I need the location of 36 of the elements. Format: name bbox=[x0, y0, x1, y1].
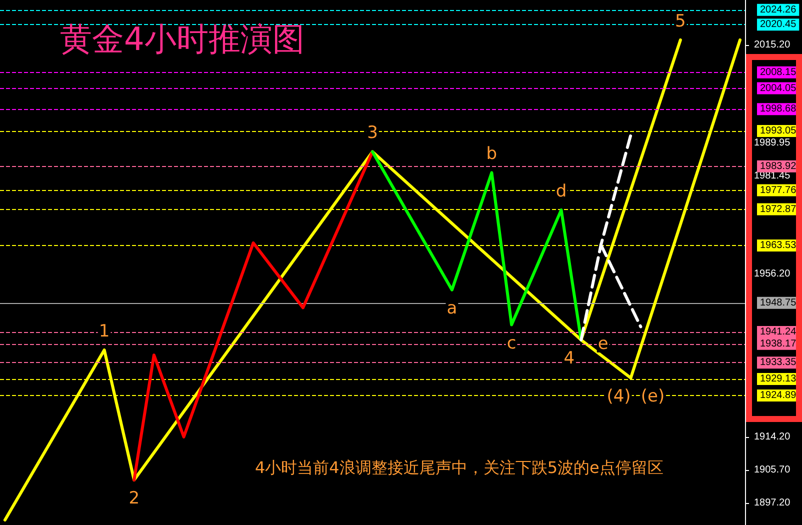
annotation: b bbox=[486, 144, 498, 164]
ref-line-label: 2004.05 bbox=[760, 82, 797, 94]
ref-line-label: 1929.13 bbox=[760, 373, 797, 384]
annotation: 4小时当前4浪调整接近尾声中，关注下跌5波的e点停留区 bbox=[255, 458, 664, 479]
annotation: (4) bbox=[606, 386, 631, 406]
y-tick-label: 1989.95 bbox=[754, 137, 791, 148]
ref-line-label: 1948.75 bbox=[760, 297, 797, 308]
annotation: c bbox=[506, 333, 516, 354]
ref-line-label: 1998.68 bbox=[760, 104, 797, 115]
annotation: a bbox=[446, 298, 458, 318]
ref-line-label: 1993.05 bbox=[760, 125, 797, 136]
ref-line-label: 1977.76 bbox=[760, 184, 797, 196]
y-tick-label: 2015.20 bbox=[754, 40, 791, 51]
ref-line-label: 1983.92 bbox=[760, 160, 797, 172]
ref-line-label: 1933.35 bbox=[760, 357, 797, 368]
annotation: 4 bbox=[564, 348, 575, 368]
y-tick-label: 1897.20 bbox=[754, 497, 791, 508]
annotation: d bbox=[556, 181, 567, 202]
annotation: 3 bbox=[367, 123, 378, 144]
ref-line-label: 2020.45 bbox=[760, 19, 797, 30]
annotation: (e) bbox=[640, 386, 665, 406]
ref-line-label: 2008.15 bbox=[760, 66, 797, 78]
ref-line-label: 1924.89 bbox=[760, 390, 797, 401]
ref-line-label: 1972.87 bbox=[760, 204, 797, 215]
ref-line-label: 1941.24 bbox=[760, 326, 797, 338]
ref-line-label: 1963.53 bbox=[760, 240, 797, 252]
annotation: e bbox=[598, 334, 608, 354]
y-tick-label: 1956.20 bbox=[754, 268, 791, 280]
annotation: 2 bbox=[128, 488, 140, 508]
y-tick-label: 1914.20 bbox=[754, 431, 791, 442]
text: 黄金4小时推演图 bbox=[60, 20, 304, 58]
annotation: 5 bbox=[675, 11, 686, 32]
ref-line-label: 2024.26 bbox=[760, 4, 797, 16]
y-tick-label: 1905.70 bbox=[754, 464, 791, 476]
ref-line-label: 1938.17 bbox=[760, 338, 797, 350]
annotation: 1 bbox=[98, 322, 110, 342]
